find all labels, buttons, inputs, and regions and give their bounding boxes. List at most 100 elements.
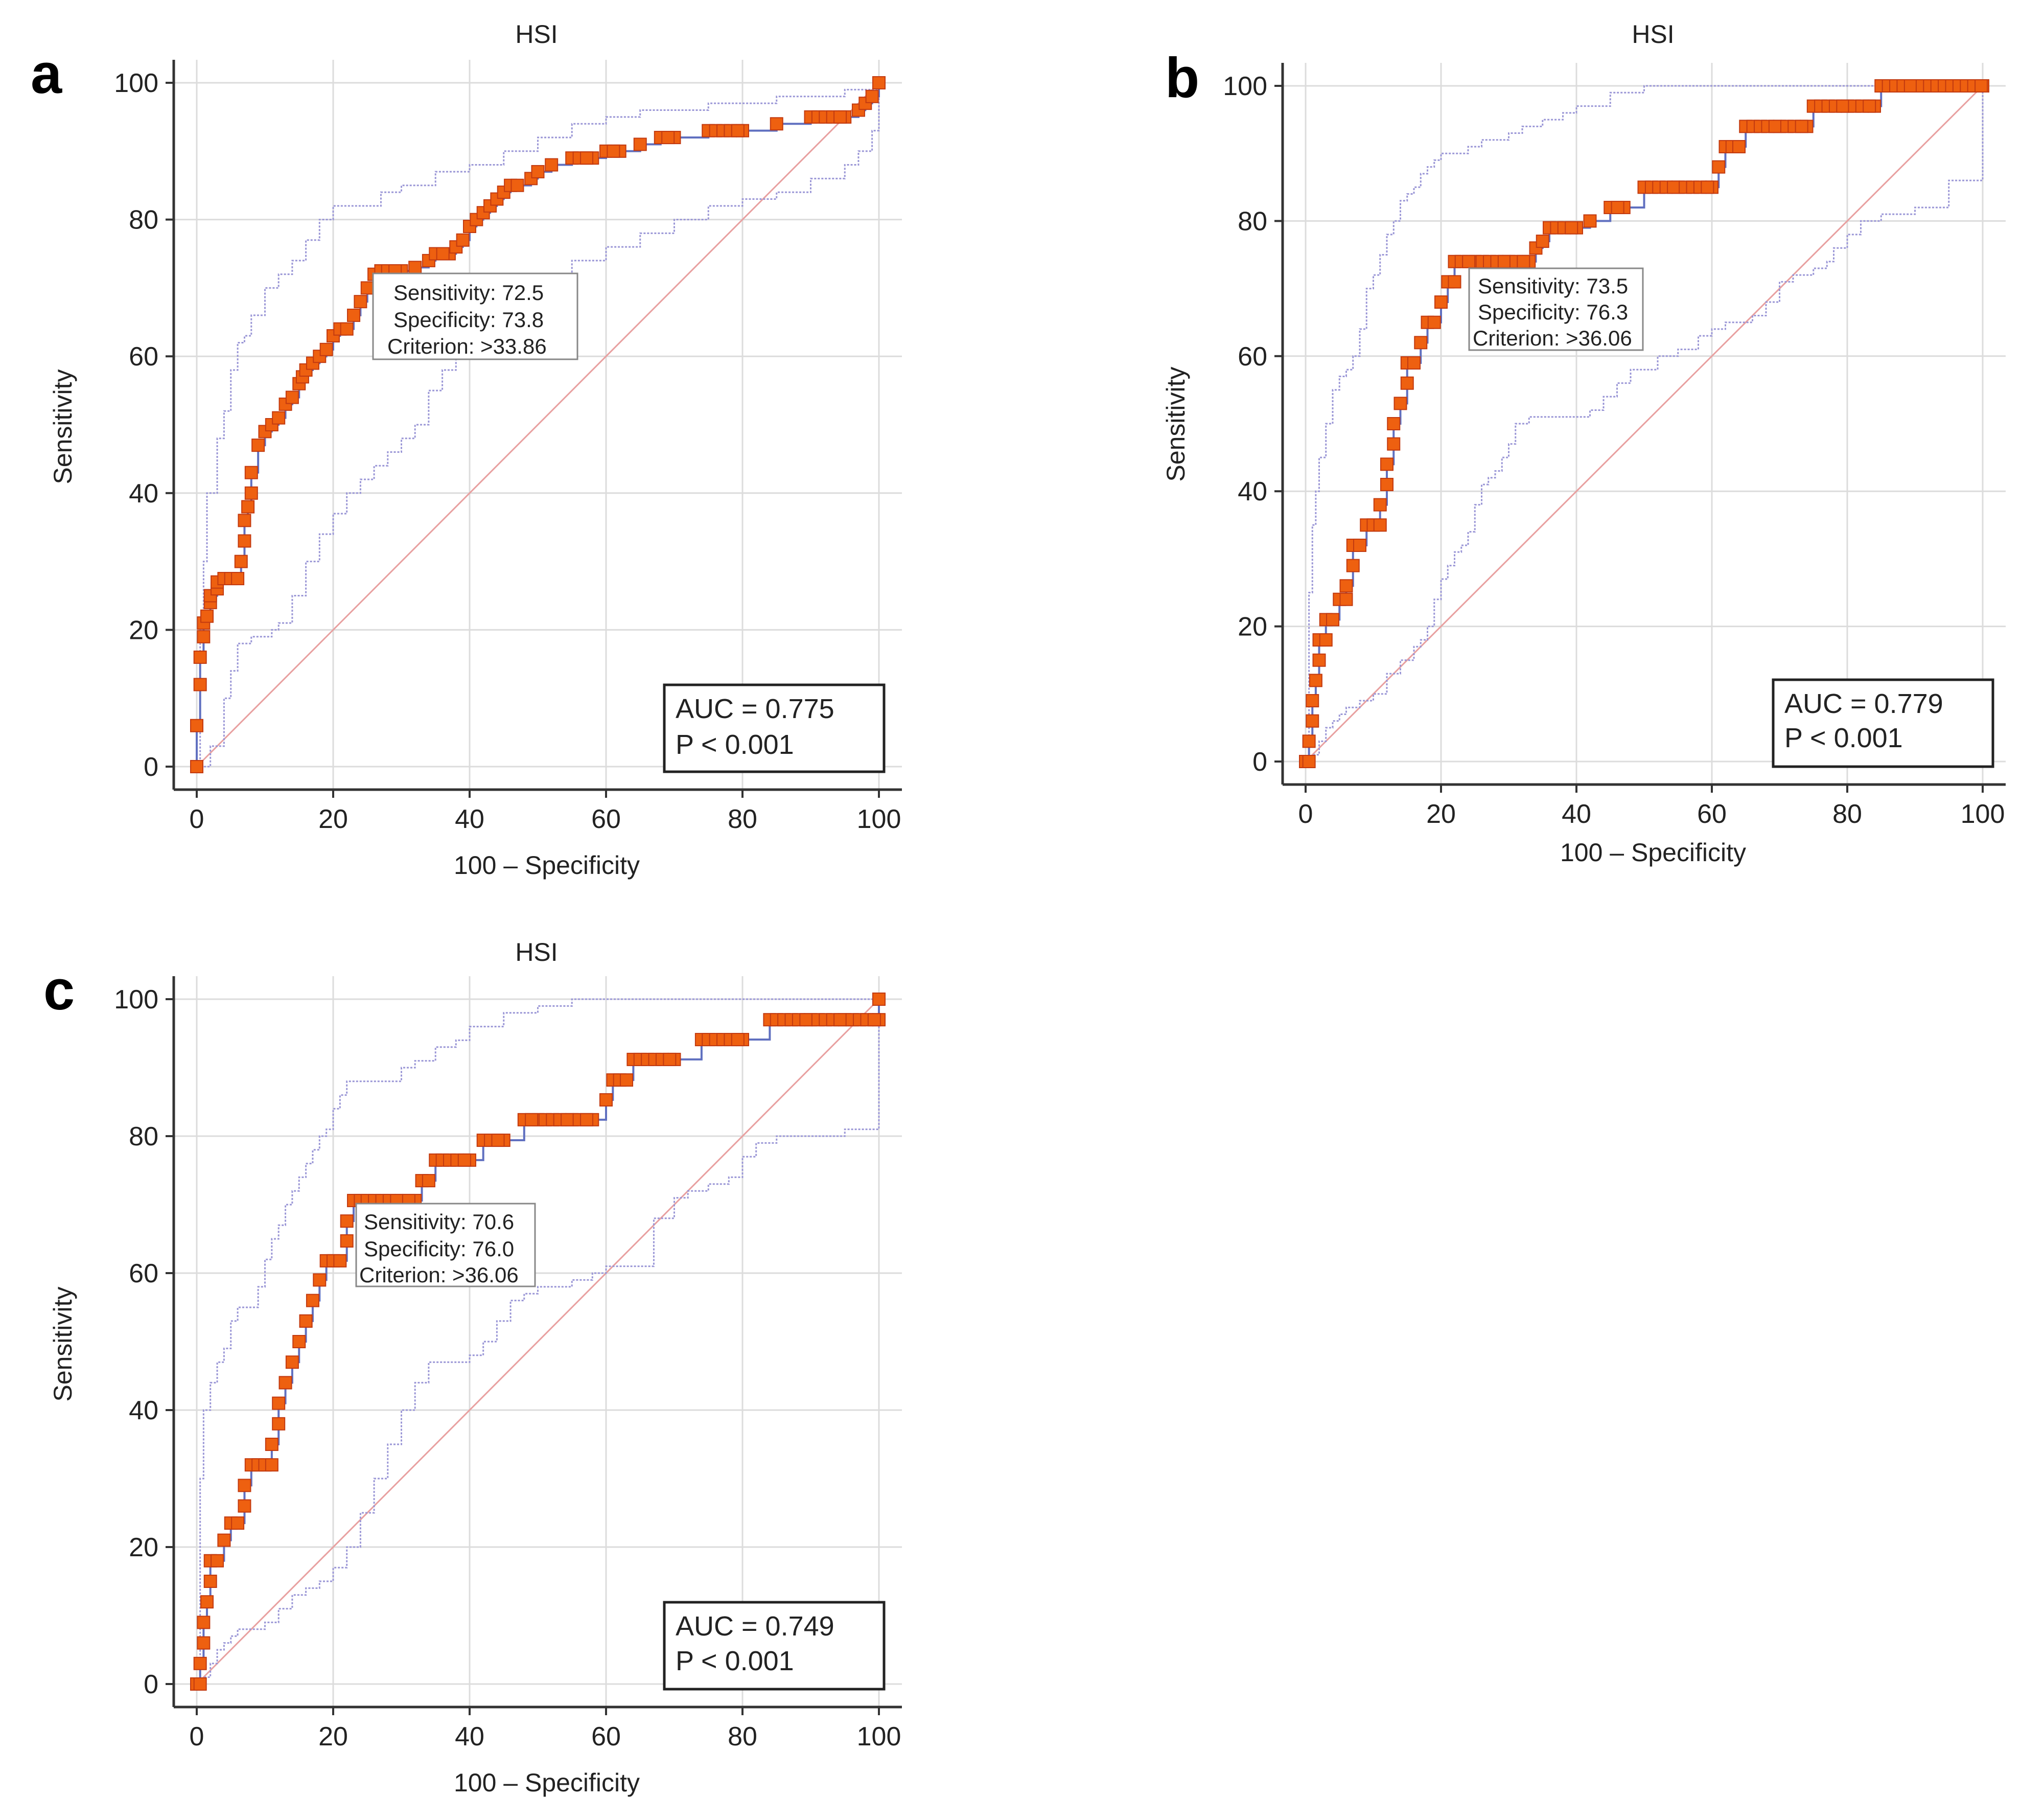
roc-panel-c: c HSI 0 20 40 60 80 100 0 20 40 60 80 10… (43, 938, 902, 1797)
roc-point-marker (1975, 79, 1988, 93)
roc-point-marker (265, 1438, 278, 1451)
annotation-sensitivity: Sensitivity: 70.6 (364, 1210, 514, 1234)
roc-point-marker (1497, 255, 1511, 268)
roc-point-marker (333, 1254, 347, 1267)
roc-point-marker (1836, 99, 1850, 113)
roc-point-marker (354, 295, 367, 309)
roc-point-marker (561, 1113, 574, 1126)
roc-point-marker (1768, 120, 1782, 133)
roc-point-marker (197, 1636, 211, 1650)
x-tick-label: 80 (728, 804, 757, 834)
roc-point-marker (1701, 180, 1714, 194)
roc-point-marker (272, 1417, 286, 1431)
roc-point-marker (1712, 160, 1726, 174)
roc-point-marker (1339, 579, 1353, 593)
roc-point-marker (1306, 714, 1319, 728)
y-tick-label: 20 (129, 615, 158, 645)
y-tick-label: 60 (129, 1259, 158, 1288)
auc-value: AUC = 0.749 (676, 1611, 834, 1642)
x-tick-label: 40 (455, 804, 484, 834)
roc-point-marker (1302, 734, 1316, 748)
auc-stats-box: AUC = 0.779 P < 0.001 (1772, 678, 1994, 768)
roc-point-marker (1732, 140, 1746, 153)
x-tick-label: 60 (591, 1722, 621, 1751)
reference-diagonal-line (196, 998, 880, 1685)
auc-box (663, 1601, 886, 1691)
roc-point-marker (313, 1273, 327, 1287)
roc-point-marker (436, 247, 450, 261)
roc-point-marker (190, 760, 203, 773)
roc-point-marker (299, 363, 313, 377)
roc-point-marker (340, 1214, 354, 1228)
roc-point-marker (193, 650, 207, 664)
x-tick-label: 80 (728, 1722, 757, 1751)
y-tick-labels: 0 20 40 60 80 100 (1223, 72, 1267, 777)
y-axis-label: Sensitivity (49, 1286, 77, 1401)
roc-point-marker (1795, 120, 1808, 133)
roc-point-marker (197, 1616, 211, 1629)
roc-point-marker (456, 233, 470, 247)
roc-point-marker (545, 158, 559, 172)
roc-point-marker (238, 1499, 251, 1513)
x-tick-labels: 0 20 40 60 80 100 (190, 804, 901, 834)
annotation-box (355, 1203, 536, 1287)
roc-point-marker (1611, 200, 1624, 214)
roc-point-marker (1414, 336, 1428, 350)
roc-panel-a: a HSI 0 20 40 60 80 100 0 20 40 60 80 10… (31, 20, 902, 880)
roc-point-marker (1536, 235, 1549, 248)
ci-lower-curve (197, 999, 880, 1685)
roc-point-marker (200, 609, 214, 623)
roc-point-marker (197, 630, 211, 643)
roc-point-marker (217, 1533, 231, 1547)
panel-label: c (43, 959, 75, 1022)
x-tick-label: 100 (857, 804, 901, 834)
roc-point-marker (360, 281, 374, 295)
roc-point-marker (1448, 275, 1461, 289)
x-tick-label: 20 (318, 1722, 348, 1751)
roc-point-marker (299, 1314, 313, 1328)
roc-point-marker (1863, 99, 1876, 113)
roc-point-marker (272, 411, 286, 425)
roc-point-marker (408, 261, 422, 274)
roc-point-marker (306, 1294, 319, 1307)
annotation-criterion: Criterion: >36.06 (359, 1263, 519, 1287)
roc-point-marker (510, 178, 524, 192)
annotation-sensitivity: Sensitivity: 72.5 (393, 281, 544, 305)
chart-title: HSI (1632, 20, 1674, 49)
annotation-box (372, 272, 578, 360)
y-tick-label: 40 (129, 1396, 158, 1425)
y-tick-labels: 0 20 40 60 80 100 (114, 985, 158, 1699)
auc-stats-box: AUC = 0.775 P < 0.001 (663, 683, 886, 773)
grid (1283, 63, 2006, 785)
x-axis-label: 100 – Specificity (1560, 838, 1746, 867)
roc-point-marker (1306, 694, 1319, 708)
roc-point-marker (193, 678, 207, 691)
x-tick-label: 60 (1697, 799, 1727, 829)
roc-point-marker (731, 1033, 745, 1047)
ci-upper-curve (197, 998, 879, 1685)
roc-point-marker (491, 1134, 505, 1147)
roc-point-marker (265, 1458, 278, 1472)
roc-curve-markers (1299, 79, 1989, 768)
roc-point-marker (285, 390, 299, 404)
roc-point-marker (234, 555, 248, 568)
x-tick-label: 80 (1832, 799, 1862, 829)
auc-value: AUC = 0.775 (676, 694, 834, 724)
roc-point-marker (731, 124, 745, 137)
y-axis-label: Sensitivity (49, 369, 77, 484)
x-tick-label: 40 (455, 1722, 484, 1751)
roc-point-marker (620, 1073, 634, 1087)
roc-point-marker (1302, 755, 1316, 768)
roc-point-marker (1434, 295, 1448, 309)
y-tick-label: 100 (1223, 72, 1267, 101)
annotation-specificity: Specificity: 76.3 (1478, 300, 1628, 324)
roc-point-marker (1427, 315, 1441, 329)
roc-point-marker (833, 110, 847, 124)
y-tick-label: 60 (1238, 342, 1267, 372)
roc-point-marker (295, 370, 309, 384)
auc-stats-box: AUC = 0.749 P < 0.001 (663, 1601, 886, 1691)
roc-point-marker (663, 1052, 677, 1066)
roc-point-marker (1400, 376, 1414, 390)
x-axis-label: 100 – Specificity (454, 1768, 640, 1797)
roc-point-marker (340, 1234, 354, 1248)
